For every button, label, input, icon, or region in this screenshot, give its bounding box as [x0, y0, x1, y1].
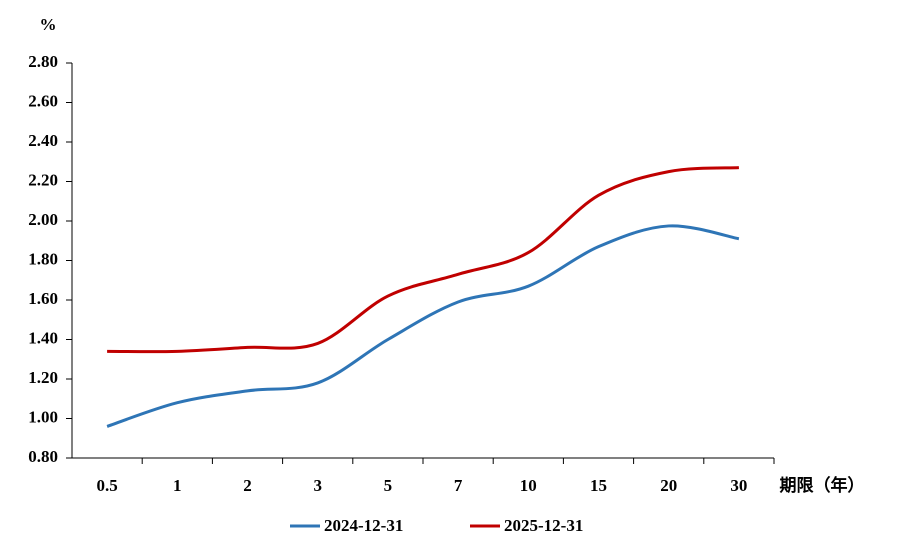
- y-unit: %: [40, 15, 57, 34]
- y-tick-label: 1.60: [28, 289, 58, 308]
- x-tick-label: 2: [243, 476, 252, 495]
- line: [106, 224, 740, 428]
- x-tick-label: 0.5: [96, 476, 117, 495]
- x-tick-label: 10: [520, 476, 537, 495]
- x-tick-label: 15: [590, 476, 607, 495]
- y-tick-label: 0.80: [28, 447, 58, 466]
- x-tick-label: 1: [173, 476, 182, 495]
- y-tick-label: 2.40: [28, 131, 58, 150]
- legend-label: 2025-12-31: [504, 516, 583, 535]
- y-tick-label: 2.00: [28, 210, 58, 229]
- x-tick-label: 5: [384, 476, 393, 495]
- x-tick-label: 7: [454, 476, 463, 495]
- line: [107, 166, 739, 354]
- x-tick-label: 30: [730, 476, 747, 495]
- y-tick-label: 2.20: [28, 170, 58, 189]
- y-tick-label: 1.00: [28, 407, 58, 426]
- x-tick-label: 20: [660, 476, 677, 495]
- y-tick-label: 2.80: [28, 52, 58, 71]
- x-tick-label: 3: [313, 476, 322, 495]
- legend-label: 2024-12-31: [324, 516, 403, 535]
- y-tick-label: 2.60: [28, 91, 58, 110]
- x-axis-label: 期限（年）: [780, 475, 865, 495]
- y-tick-label: 1.40: [28, 328, 58, 347]
- y-tick-label: 1.20: [28, 368, 58, 387]
- y-tick-label: 1.80: [28, 249, 58, 268]
